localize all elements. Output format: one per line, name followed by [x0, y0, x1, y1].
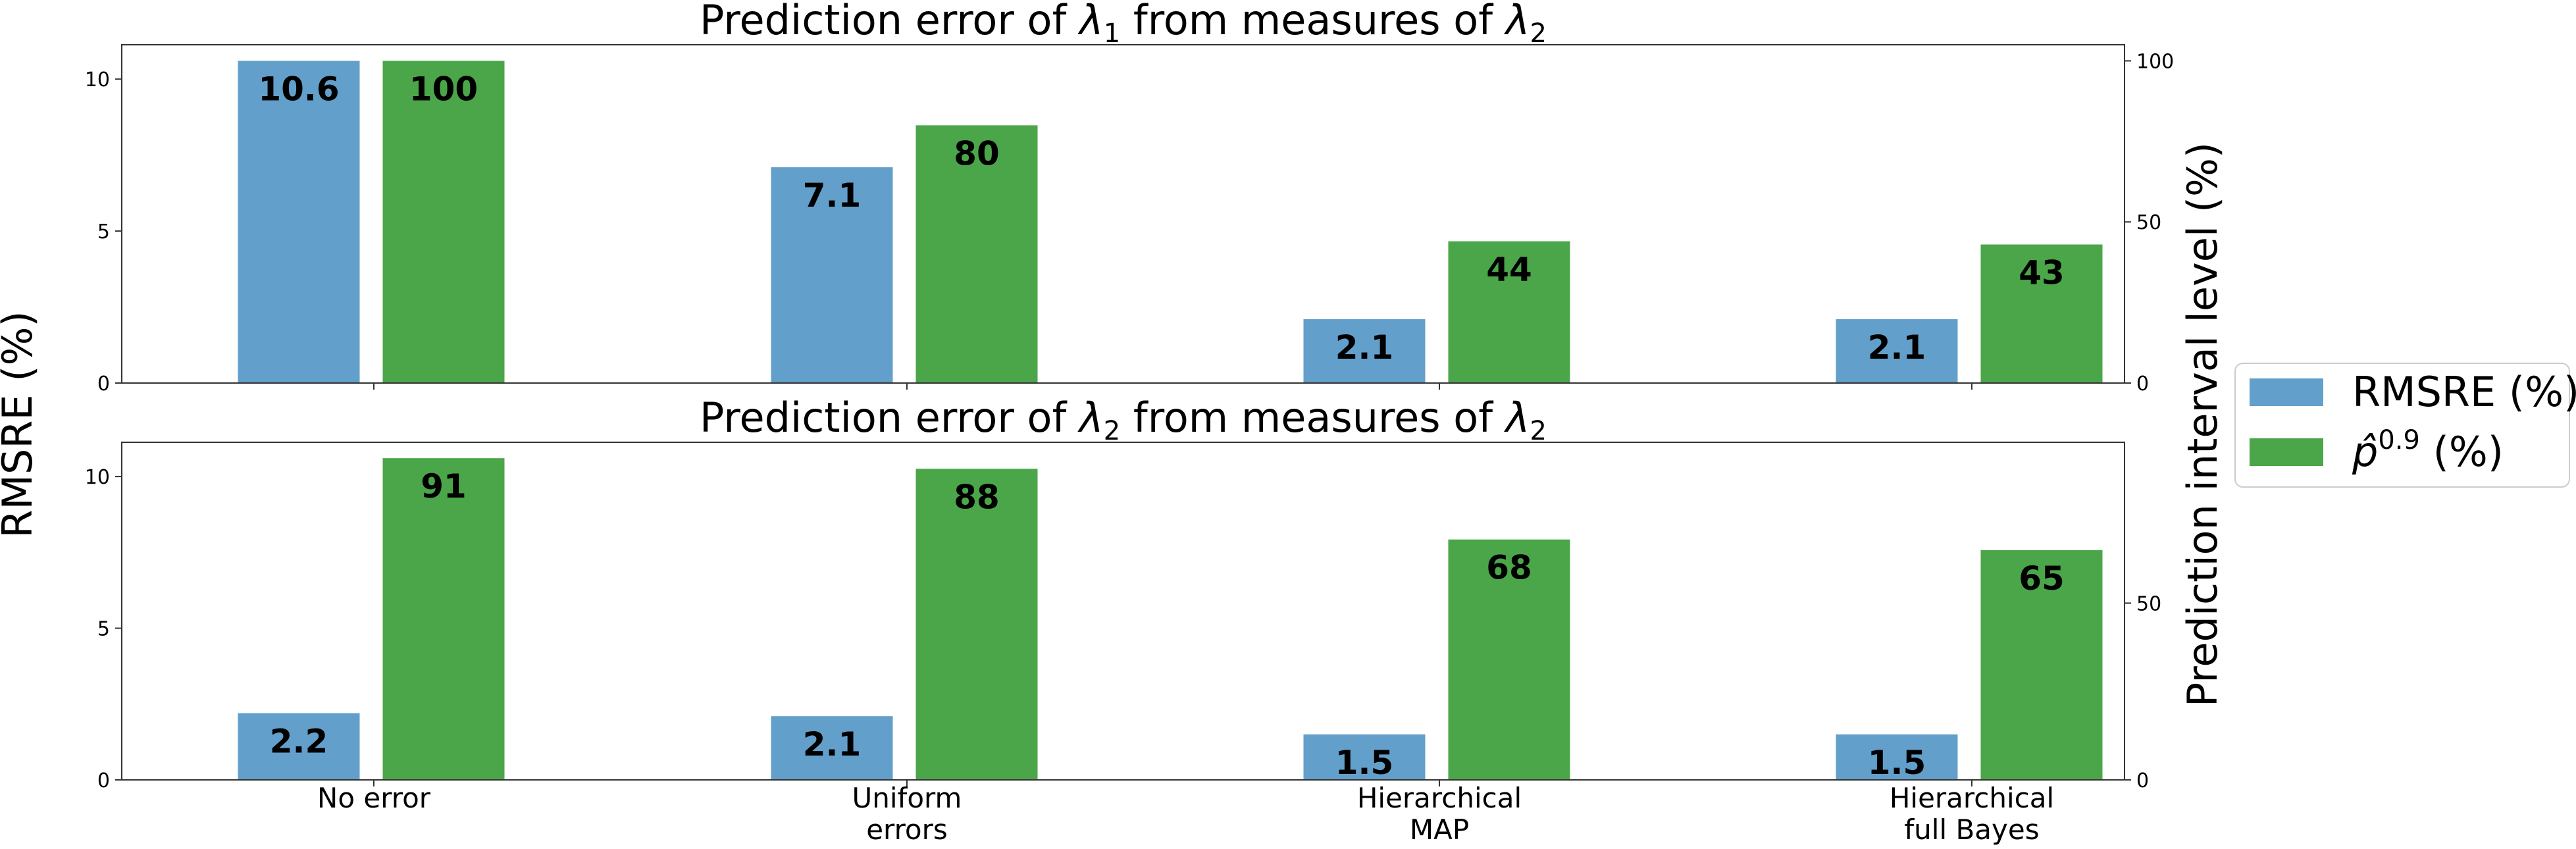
legend-label-rmsre: RMSRE (%): [2352, 368, 2576, 416]
y-tick-label-left: 5: [97, 618, 110, 641]
p09-bar: [1448, 539, 1570, 780]
x-tick-label-line: No error: [317, 782, 431, 814]
bar-value-label: 2.1: [803, 725, 862, 763]
rmsre-bar: [1303, 319, 1426, 383]
x-tick-label: No error: [317, 782, 431, 814]
chart-panel-2: Prediction error of λ2 from measures of …: [85, 394, 2161, 846]
y-tick-label-left: 0: [97, 769, 110, 792]
bar-value-label: 2.1: [1868, 328, 1926, 367]
bar-value-label: 2.2: [270, 723, 328, 761]
p09-bar: [1980, 550, 2103, 780]
p09-bar: [915, 469, 1038, 780]
y-tick-label-left: 0: [97, 373, 110, 396]
bar-value-label: 91: [421, 467, 467, 505]
rmsre-bar: [771, 716, 893, 780]
p09-bar: [915, 125, 1038, 383]
p09-bar: [382, 458, 505, 780]
plot-frame: [121, 442, 2125, 781]
rmsre-bar: [771, 167, 893, 384]
p09-bar: [1980, 244, 2103, 383]
bar-value-label: 2.1: [1335, 328, 1394, 367]
bar-value-label: 44: [1486, 251, 1532, 289]
chart-panel-1: Prediction error of λ1 from measures of …: [85, 0, 2174, 396]
bar-value-label: 7.1: [803, 176, 862, 215]
x-tick-label-line: Hierarchical: [1890, 782, 2054, 814]
y-tick-label-right: 100: [2136, 50, 2174, 73]
y-axis-label-left: RMSRE (%): [0, 311, 41, 538]
y-tick-label-right: 50: [2136, 592, 2161, 615]
x-tick-label-line: Uniform: [852, 782, 962, 814]
bar-value-label: 80: [954, 134, 1000, 172]
rmsre-bar: [1836, 734, 1958, 780]
bar-value-label: 88: [954, 478, 1000, 516]
y-tick-label-left: 5: [97, 220, 110, 244]
x-tick-label-line: Hierarchical: [1357, 782, 1522, 814]
y-axis-label-right: Prediction interval level (%): [2178, 142, 2227, 707]
chart-title: Prediction error of λ1 from measures of …: [700, 0, 1547, 49]
y-tick-label-right: 50: [2136, 211, 2161, 234]
legend: RMSRE (%) p̂0.9 (%): [2234, 363, 2576, 488]
legend-swatch-p09: [2250, 438, 2323, 466]
x-tick-label-line: MAP: [1410, 813, 1469, 846]
x-tick-label-line: errors: [866, 813, 948, 846]
bar-value-label: 43: [2019, 254, 2065, 292]
rmsre-bar: [1836, 319, 1958, 383]
bar-value-label: 1.5: [1868, 744, 1926, 782]
bar-value-label: 68: [1486, 549, 1532, 587]
rmsre-bar: [238, 713, 360, 780]
legend-label-p09: p̂0.9 (%): [2352, 425, 2504, 476]
y-tick-label-right: 0: [2136, 769, 2149, 792]
x-tick-label: Uniform errors: [852, 782, 962, 846]
bar-value-label: 1.5: [1335, 744, 1394, 782]
x-tick-label: Hierarchical full Bayes: [1890, 782, 2054, 846]
bar-value-label: 65: [2019, 559, 2065, 598]
bar-value-label: 10.6: [258, 70, 339, 108]
y-tick-label-left: 10: [85, 466, 110, 489]
bar-value-label: 100: [409, 70, 478, 108]
chart-title: Prediction error of λ2 from measures of …: [700, 394, 1547, 446]
x-tick-label-line: full Bayes: [1904, 813, 2039, 846]
p09-bar: [1448, 241, 1570, 383]
y-tick-label-left: 10: [85, 68, 110, 91]
p09-bar: [382, 61, 505, 383]
plot-frame: [121, 44, 2125, 384]
legend-swatch-rmsre: [2250, 378, 2323, 406]
rmsre-bar: [1303, 734, 1426, 780]
x-tick-label: Hierarchical MAP: [1357, 782, 1522, 846]
y-tick-label-right: 0: [2136, 373, 2149, 396]
rmsre-bar: [238, 61, 360, 383]
